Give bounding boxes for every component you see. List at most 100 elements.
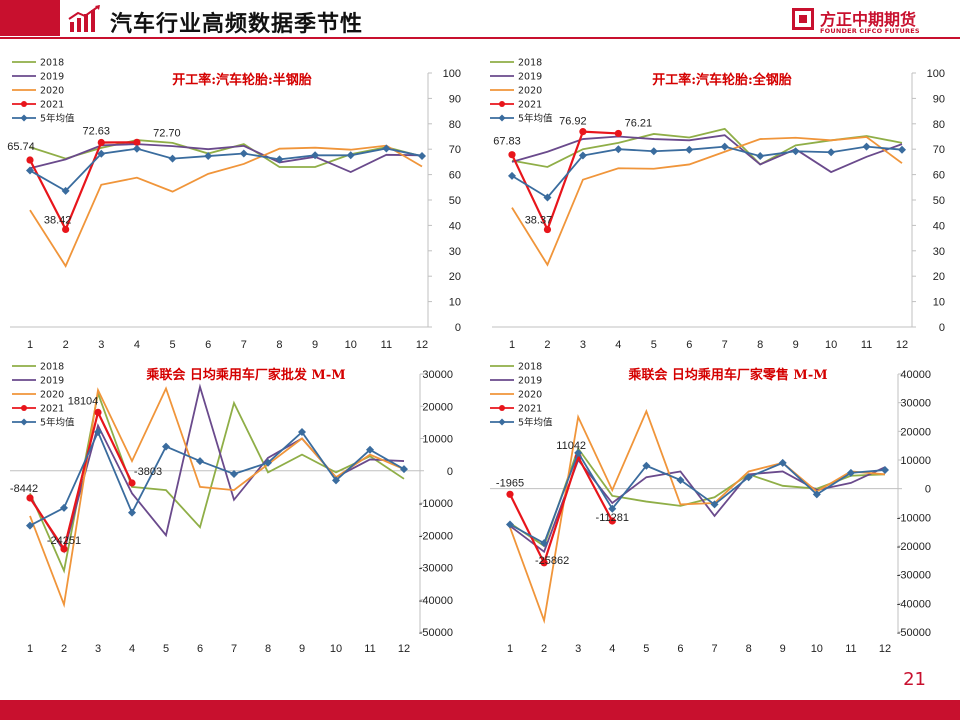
point-avg <box>649 147 658 156</box>
data-label: 72.63 <box>83 126 111 138</box>
series-line-2020 <box>29 144 423 268</box>
legend-label: 2020 <box>40 86 64 97</box>
point-avg <box>506 520 514 529</box>
legend-label: 2020 <box>40 390 64 401</box>
logo-name-cn: 方正中期期货 <box>820 10 917 29</box>
series-line-2019 <box>509 458 886 554</box>
data-label: -8442 <box>10 483 38 495</box>
data-label: 76.21 <box>625 117 653 129</box>
chart-4: -50000 -40000 -30000 -20000 -10000 0 10000 2000… <box>490 362 931 655</box>
legend-marker <box>20 418 28 426</box>
series-line-2019 <box>511 134 903 174</box>
x-tick-label: 8 <box>276 339 282 351</box>
data-label: -3803 <box>134 466 162 478</box>
point-avg <box>60 503 68 512</box>
data-label: -11281 <box>596 512 629 524</box>
data-label: 72.70 <box>153 127 181 139</box>
x-tick-label: 12 <box>879 643 891 655</box>
point-avg <box>204 152 213 161</box>
x-tick-label: 12 <box>896 339 908 351</box>
data-label: 65.74 <box>7 141 35 153</box>
x-tick-label: 9 <box>780 643 786 655</box>
point-2021 <box>608 517 616 525</box>
legend-label: 5年均值 <box>40 113 75 125</box>
y-tick-label: 70 <box>449 144 461 156</box>
x-tick-label: 4 <box>129 643 135 655</box>
legend-label: 5年均值 <box>518 417 553 429</box>
series-line-2021 <box>509 454 614 566</box>
chart-3: -50000 -40000 -30000 -20000 -10000 0 10000 2000… <box>10 362 453 656</box>
point-avg <box>676 476 685 485</box>
point-2021 <box>62 225 70 234</box>
point-2021 <box>26 156 34 164</box>
y-tick-label: 90 <box>449 93 461 105</box>
y-tick-label: 60 <box>933 170 945 182</box>
data-label: 38.37 <box>525 215 553 227</box>
x-tick-label: 7 <box>241 339 247 351</box>
legend-label: 2021 <box>518 100 542 111</box>
point-avg <box>898 145 906 154</box>
logo-name-en: FOUNDER CIFCO FUTURES <box>820 27 920 35</box>
data-label: -1965 <box>496 477 524 489</box>
x-tick-label: 9 <box>793 339 799 351</box>
legend-label: 5年均值 <box>518 113 553 125</box>
point-avg <box>61 186 70 195</box>
point-avg <box>162 442 170 451</box>
point-2021 <box>543 225 552 234</box>
y-tick-label: 30000 <box>900 398 931 410</box>
series-line-2021 <box>511 130 619 233</box>
y-tick-label: 80 <box>933 119 945 131</box>
y-tick-label: -50000 <box>897 627 931 639</box>
y-tick-label: 0 <box>925 484 931 496</box>
x-tick-label: 4 <box>609 643 615 655</box>
series-line-2020 <box>29 386 405 609</box>
x-tick-label: 2 <box>61 643 67 655</box>
point-avg <box>881 466 889 475</box>
point-avg <box>400 465 408 474</box>
legend-label: 2021 <box>518 404 542 415</box>
logo-mark-icon <box>792 8 814 30</box>
x-tick-label: 12 <box>416 339 428 351</box>
point-avg <box>827 148 836 157</box>
data-label: 38.42 <box>44 214 72 226</box>
y-tick-label: -10000 <box>419 498 453 510</box>
y-tick-label: 70 <box>933 144 945 156</box>
data-label: 11042 <box>556 440 586 452</box>
x-tick-label: 8 <box>757 339 763 351</box>
legend-marker <box>498 114 506 122</box>
point-2021 <box>508 151 516 159</box>
legend-label: 5年均值 <box>40 417 75 429</box>
point-avg <box>26 166 34 175</box>
point-avg <box>132 144 141 153</box>
legend-label: 2021 <box>40 404 64 415</box>
y-tick-label: -50000 <box>419 627 453 639</box>
series-line-2018 <box>29 389 405 574</box>
point-avg <box>508 171 516 180</box>
legend-label: 2018 <box>518 362 542 373</box>
series-line-2020 <box>511 136 903 267</box>
point-2021 <box>540 559 548 567</box>
x-tick-label: 2 <box>541 643 547 655</box>
legend-marker <box>499 405 505 411</box>
legend-marker <box>20 114 28 122</box>
legend-marker <box>499 101 505 107</box>
point-avg <box>846 468 855 477</box>
point-avg <box>264 458 272 467</box>
y-tick-label: 100 <box>927 68 945 80</box>
x-tick-label: 5 <box>169 339 175 351</box>
y-tick-label: -10000 <box>897 512 931 524</box>
x-tick-label: 8 <box>746 643 752 655</box>
x-tick-label: 11 <box>845 643 856 655</box>
y-tick-label: 100 <box>443 68 461 80</box>
x-tick-label: 5 <box>163 643 169 655</box>
y-tick-label: 60 <box>449 170 461 182</box>
x-tick-label: 6 <box>677 643 683 655</box>
point-avg <box>744 473 753 482</box>
y-tick-label: 20000 <box>900 426 931 438</box>
x-tick-label: 1 <box>509 339 515 351</box>
series-line-2018 <box>509 446 886 548</box>
point-avg <box>275 155 284 164</box>
x-tick-label: 3 <box>575 643 581 655</box>
